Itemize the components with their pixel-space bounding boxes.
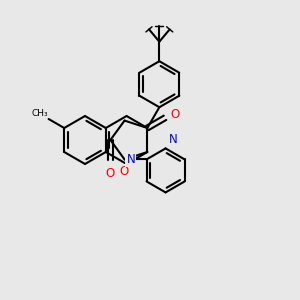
Text: O: O xyxy=(106,167,115,180)
Text: N: N xyxy=(127,153,135,166)
Text: O: O xyxy=(119,165,128,178)
Text: CH₃: CH₃ xyxy=(31,109,48,118)
Text: O: O xyxy=(170,108,179,121)
Text: N: N xyxy=(169,134,177,146)
